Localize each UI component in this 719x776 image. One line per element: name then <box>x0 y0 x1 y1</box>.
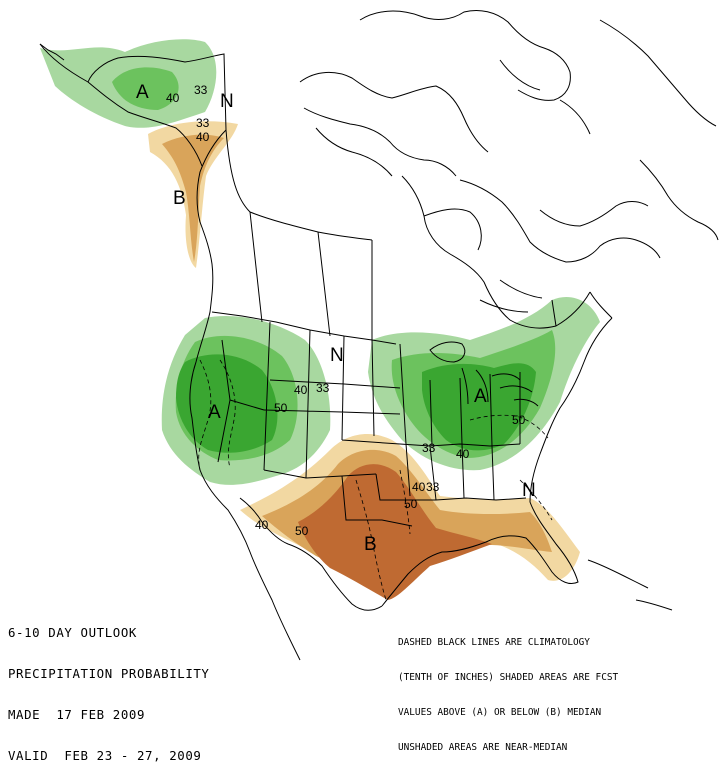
alaska-33-label: 33 <box>194 83 208 97</box>
climatology-lines <box>198 359 553 601</box>
land-outlines <box>39 9 719 661</box>
outlook-subtitle: PRECIPITATION PROBABILITY <box>8 666 210 681</box>
legend-notes: DASHED BLACK LINES ARE CLIMATOLOGY (TENT… <box>398 614 716 765</box>
precipitation-outlook-map: A N B A N A B N 40 33 33 40 40 33 50 50 … <box>39 9 719 661</box>
panhandle-below-40-area <box>162 134 224 262</box>
south-50-east-label: 50 <box>404 497 418 511</box>
outlook-title: 6-10 DAY OUTLOOK <box>8 626 137 640</box>
alaska-above-40-area <box>112 67 179 110</box>
greatlakes-40-label: 40 <box>456 447 470 461</box>
south-40-west-label: 40 <box>255 518 269 532</box>
panhandle-33-label: 33 <box>196 116 210 130</box>
southeast-near-label: N <box>522 480 536 501</box>
greatlakes-above-label: A <box>474 386 487 407</box>
west-50-label: 50 <box>274 401 288 415</box>
legend-line-2: (TENTH OF INCHES) SHADED AREAS ARE FCST <box>398 671 619 683</box>
south-below-50-area <box>298 464 492 600</box>
panhandle-below-label: B <box>173 188 186 209</box>
central-near-label: N <box>330 345 344 366</box>
greatlakes-33-label: 33 <box>422 441 436 455</box>
panhandle-40-label: 40 <box>196 130 210 144</box>
alaska-40-label: 40 <box>166 91 180 105</box>
south-50-west-label: 50 <box>295 524 309 538</box>
west-40-label: 40 <box>294 383 308 397</box>
south-40-label: 40 <box>412 480 426 494</box>
greatlakes-above-50-area <box>422 363 536 451</box>
legend-line-3: VALUES ABOVE (A) OR BELOW (B) MEDIAN <box>398 706 602 718</box>
west-above-label: A <box>208 402 221 423</box>
west-above-50-area <box>176 354 278 453</box>
valid-dates: VALID FEB 23 - 27, 2009 <box>8 748 202 763</box>
outlook-title-block: 6-10 DAY OUTLOOK PRECIPITATION PROBABILI… <box>8 599 210 776</box>
south-33-label: 33 <box>426 480 440 494</box>
alaska-above-label: A <box>136 82 149 103</box>
alaska-near-label: N <box>220 91 234 112</box>
west-33-label: 33 <box>316 381 330 395</box>
greatlakes-50-label: 50 <box>512 413 526 427</box>
legend-line-4: UNSHADED AREAS ARE NEAR-MEDIAN <box>398 741 568 753</box>
south-below-label: B <box>364 534 377 555</box>
made-date: MADE 17 FEB 2009 <box>8 707 146 722</box>
legend-line-1: DASHED BLACK LINES ARE CLIMATOLOGY <box>398 637 590 649</box>
